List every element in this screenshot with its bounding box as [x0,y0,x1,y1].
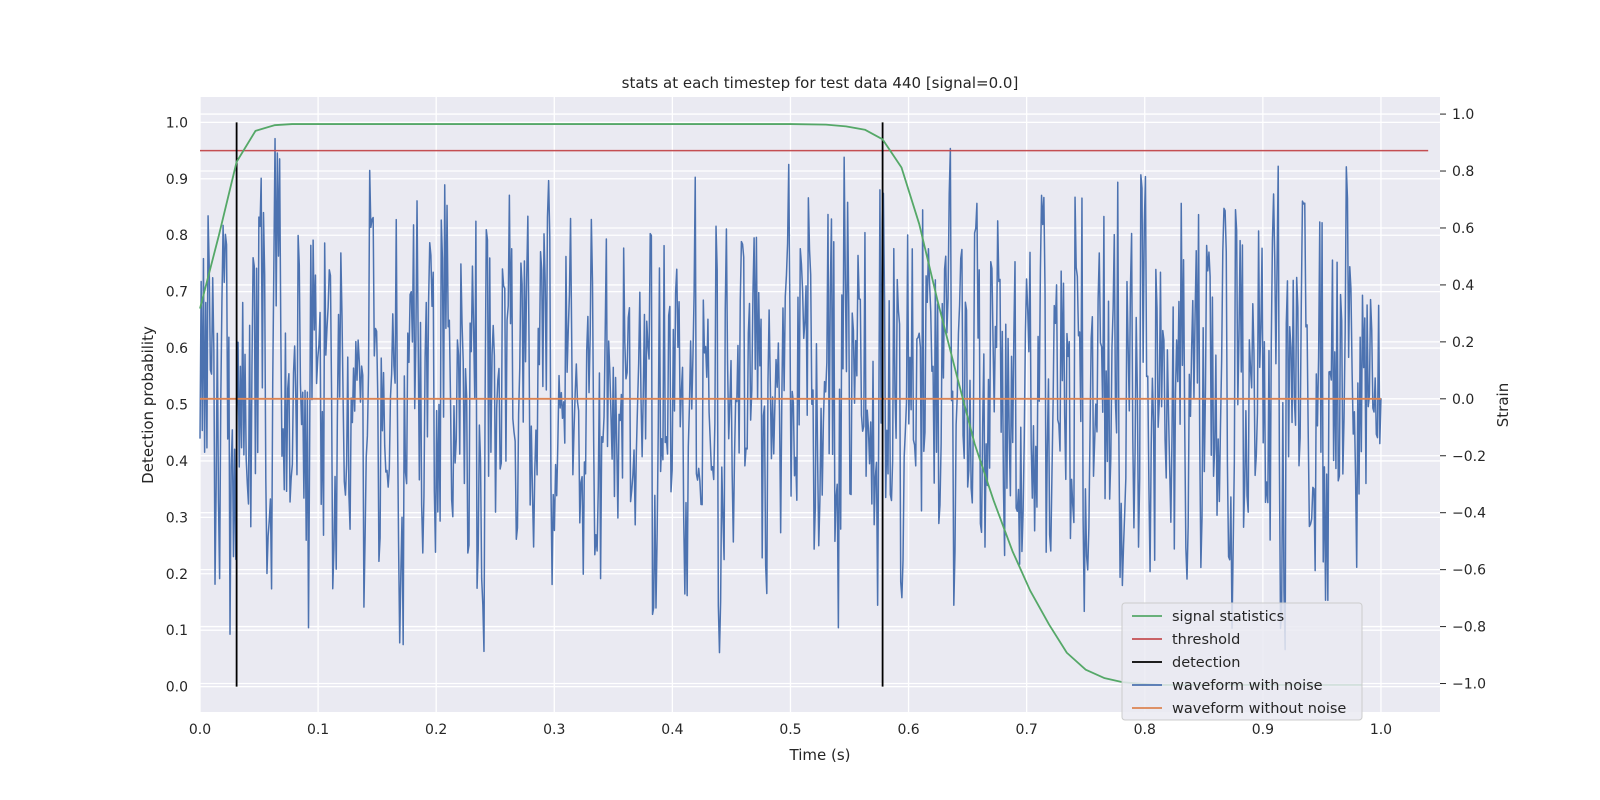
y2-tick-label: 0.6 [1452,221,1474,237]
x-tick-label: 0.6 [897,722,919,738]
tick-layer: 0.0 0.1 0.2 0.3 0.4 0.5 0.6 0.7 0.8 0.9 1.0 0.0 0.1 0… [166,107,1486,738]
y2-tick-label: 0.0 [1452,392,1474,408]
y-tick-label: 0.6 [166,341,188,357]
y2-tick-label: −0.8 [1452,620,1486,636]
y-tick-label: 0.0 [166,680,188,696]
x-tick-label: 0.7 [1016,722,1038,738]
x-axis-label: Time (s) [789,746,851,764]
x-tick-label: 0.5 [779,722,801,738]
x-tick-label: 0.3 [543,722,565,738]
chart-title: stats at each timestep for test data 440… [622,74,1019,92]
y-axis-label: Detection probability [139,326,157,484]
y2-axis-label: Strain [1494,383,1512,427]
y2-tick-label: −0.2 [1452,449,1486,465]
legend: signal statistics threshold detection wa… [1121,602,1363,721]
y-tick-label: 0.5 [166,398,188,414]
y2-tick-label: −0.4 [1452,506,1486,522]
legend-label-detection: detection [1172,655,1240,671]
y2-tick-label: −1.0 [1452,677,1486,693]
x-tick-label: 0.4 [661,722,683,738]
legend-label-signal-statistics: signal statistics [1172,609,1284,625]
y-tick-label: 0.2 [166,567,188,583]
legend-box [1121,602,1363,721]
legend-label-waveform-without-noise: waveform without noise [1172,701,1346,717]
y-tick-label: 0.9 [166,172,188,188]
y-tick-label: 0.8 [166,228,188,244]
y2-tick-label: 1.0 [1452,107,1474,123]
legend-label-waveform-with-noise: waveform with noise [1172,678,1323,694]
y2-tick-label: −0.6 [1452,563,1486,579]
y-tick-label: 0.7 [166,285,188,301]
y-tick-label: 0.3 [166,510,188,526]
x-tick-label: 0.2 [425,722,447,738]
y2-tick-label: 0.4 [1452,278,1474,294]
y-tick-label: 0.1 [166,623,188,639]
y2-tick-label: 0.8 [1452,164,1474,180]
x-tick-label: 1.0 [1370,722,1392,738]
x-tick-label: 0.8 [1134,722,1156,738]
legend-label-threshold: threshold [1172,632,1240,648]
x-tick-label: 0.1 [307,722,329,738]
y-tick-label: 0.4 [166,454,188,470]
x-tick-label: 0.0 [189,722,211,738]
y2-tick-label: 0.2 [1452,335,1474,351]
series-waveform-with-noise [199,137,1382,654]
x-tick-label: 0.9 [1252,722,1274,738]
y-tick-label: 1.0 [166,115,188,131]
